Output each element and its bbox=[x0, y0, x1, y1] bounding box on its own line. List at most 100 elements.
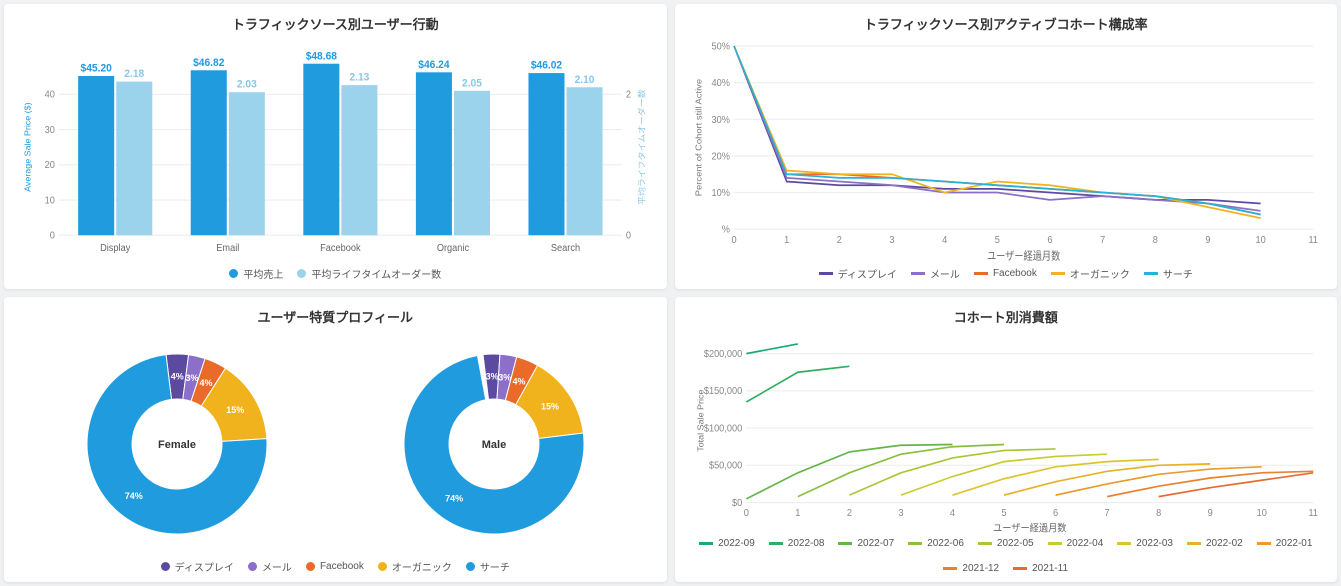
legend-item[interactable]: 平均ライフタイムオーダー数 bbox=[297, 266, 441, 281]
legend: ディスプレイメール Facebook オーガニックサーチ bbox=[689, 266, 1324, 281]
svg-text:0: 0 bbox=[743, 508, 748, 519]
svg-text:5: 5 bbox=[1001, 508, 1006, 519]
card-cohort-spend: コホート別消費額 $0$50,000$100,000$150,000$200,0… bbox=[675, 297, 1338, 582]
svg-text:74%: 74% bbox=[124, 490, 142, 500]
svg-text:9: 9 bbox=[1205, 235, 1211, 247]
svg-text:2: 2 bbox=[846, 508, 851, 519]
svg-text:$100,000: $100,000 bbox=[703, 423, 741, 434]
svg-text:7: 7 bbox=[1100, 235, 1105, 247]
svg-text:10%: 10% bbox=[711, 188, 730, 200]
legend-item[interactable]: 2021-12 bbox=[943, 563, 999, 574]
legend-item[interactable]: メール bbox=[911, 266, 960, 281]
legend-item[interactable]: 平均売上 bbox=[229, 266, 283, 281]
svg-text:Percent of Cohort still Active: Percent of Cohort still Active bbox=[693, 79, 702, 196]
svg-text:2.13: 2.13 bbox=[349, 71, 369, 84]
card-user-profile: ユーザー特質プロフィール 4%3%4%15%74%Female3%3%4%15%… bbox=[4, 297, 667, 582]
svg-text:15%: 15% bbox=[226, 404, 244, 414]
svg-text:Male: Male bbox=[482, 439, 506, 451]
svg-text:0: 0 bbox=[731, 235, 737, 247]
svg-text:$200,000: $200,000 bbox=[703, 349, 741, 360]
legend-item[interactable]: 2022-02 bbox=[1187, 538, 1243, 549]
legend-item[interactable]: オーガニック bbox=[1051, 266, 1130, 281]
svg-text:30%: 30% bbox=[711, 114, 730, 126]
svg-text:10: 10 bbox=[45, 195, 55, 206]
legend: 平均売上平均ライフタイムオーダー数 bbox=[18, 266, 653, 281]
line-chart[interactable]: $0$50,000$100,000$150,000$200,0000123456… bbox=[689, 332, 1324, 534]
svg-text:2.03: 2.03 bbox=[237, 78, 257, 91]
card-traffic-behavior: トラフィックソース別ユーザー行動 01020304002Average Sale… bbox=[4, 4, 667, 289]
legend-item[interactable]: 2021-11 bbox=[1013, 563, 1068, 574]
legend-item[interactable]: ディスプレイ bbox=[819, 266, 897, 281]
legend-item[interactable]: 2022-05 bbox=[978, 538, 1034, 549]
svg-text:ユーザー経過月数: ユーザー経過月数 bbox=[986, 249, 1059, 262]
svg-text:1: 1 bbox=[784, 235, 790, 247]
svg-text:2: 2 bbox=[626, 89, 631, 100]
legend-item[interactable]: 2022-07 bbox=[838, 538, 894, 549]
svg-text:3%: 3% bbox=[498, 372, 511, 382]
dashboard-grid: トラフィックソース別ユーザー行動 01020304002Average Sale… bbox=[4, 4, 1337, 582]
svg-text:0: 0 bbox=[50, 230, 55, 241]
svg-text:$46.02: $46.02 bbox=[531, 59, 562, 72]
svg-text:4: 4 bbox=[949, 508, 955, 519]
svg-text:11: 11 bbox=[1308, 235, 1318, 247]
svg-text:Organic: Organic bbox=[437, 243, 469, 254]
legend-item[interactable]: 2022-09 bbox=[699, 538, 755, 549]
svg-text:平均ライフタイムオーダー数: 平均ライフタイムオーダー数 bbox=[636, 89, 647, 205]
svg-text:6: 6 bbox=[1052, 508, 1057, 519]
legend-item[interactable]: 2022-03 bbox=[1117, 538, 1173, 549]
legend-item[interactable]: ディスプレイ bbox=[161, 559, 234, 574]
donut-chart[interactable]: 3%3%4%15%74%Male bbox=[389, 339, 599, 549]
svg-text:2.18: 2.18 bbox=[124, 68, 144, 81]
legend-item[interactable]: 2022-08 bbox=[769, 538, 825, 549]
card-title: ユーザー特質プロフィール bbox=[18, 307, 653, 326]
svg-text:20: 20 bbox=[45, 160, 55, 171]
legend-item[interactable]: メール bbox=[248, 559, 292, 574]
svg-text:2.05: 2.05 bbox=[462, 77, 482, 90]
svg-text:3: 3 bbox=[898, 508, 903, 519]
svg-text:7: 7 bbox=[1104, 508, 1109, 519]
legend-item[interactable]: Facebook bbox=[306, 559, 364, 574]
svg-text:5: 5 bbox=[994, 235, 1000, 247]
card-title: トラフィックソース別アクティブコホート構成率 bbox=[689, 14, 1324, 33]
legend-item[interactable]: サーチ bbox=[466, 559, 510, 574]
card-title: コホート別消費額 bbox=[689, 307, 1324, 326]
svg-text:Email: Email bbox=[216, 243, 239, 254]
svg-text:ユーザー経過月数: ユーザー経過月数 bbox=[993, 522, 1067, 534]
svg-text:1: 1 bbox=[795, 508, 800, 519]
svg-text:Average Sale Price ($): Average Sale Price ($) bbox=[23, 102, 33, 192]
svg-text:40: 40 bbox=[45, 89, 55, 100]
svg-text:3: 3 bbox=[889, 235, 895, 247]
svg-text:Search: Search bbox=[551, 243, 580, 254]
svg-text:10: 10 bbox=[1255, 235, 1266, 247]
svg-text:%: % bbox=[721, 224, 729, 236]
svg-text:Facebook: Facebook bbox=[320, 243, 361, 254]
svg-text:11: 11 bbox=[1308, 508, 1318, 519]
legend: 2022-09 2022-08 2022-07 2022-06 2022-05 2022-… bbox=[689, 538, 1324, 574]
bar-chart[interactable]: 01020304002Average Sale Price ($)平均ライフタイ… bbox=[18, 39, 653, 262]
card-title: トラフィックソース別ユーザー行動 bbox=[18, 14, 653, 33]
legend-item[interactable]: サーチ bbox=[1144, 266, 1193, 281]
legend: ディスプレイメール Facebook オーガニックサーチ bbox=[18, 559, 653, 574]
legend-item[interactable]: 2022-04 bbox=[1048, 538, 1104, 549]
svg-text:10: 10 bbox=[1256, 508, 1266, 519]
svg-text:$48.68: $48.68 bbox=[306, 50, 337, 63]
svg-text:Display: Display bbox=[100, 243, 130, 254]
svg-text:3%: 3% bbox=[485, 371, 498, 381]
svg-text:$150,000: $150,000 bbox=[703, 386, 741, 397]
legend-item[interactable]: オーガニック bbox=[378, 559, 452, 574]
svg-text:$50,000: $50,000 bbox=[708, 460, 741, 471]
line-chart[interactable]: %10%20%30%40%50%01234567891011ユーザー経過月数Pe… bbox=[689, 39, 1324, 262]
legend-item[interactable]: Facebook bbox=[974, 266, 1037, 281]
svg-text:4%: 4% bbox=[512, 376, 525, 386]
svg-text:4: 4 bbox=[942, 235, 948, 247]
legend-item[interactable]: 2022-01 bbox=[1257, 538, 1313, 549]
svg-text:40%: 40% bbox=[711, 78, 730, 90]
svg-text:8: 8 bbox=[1156, 508, 1161, 519]
svg-text:20%: 20% bbox=[711, 151, 730, 163]
svg-text:6: 6 bbox=[1047, 235, 1053, 247]
donut-chart[interactable]: 4%3%4%15%74%Female bbox=[72, 339, 282, 549]
svg-text:15%: 15% bbox=[541, 401, 559, 411]
svg-text:2.10: 2.10 bbox=[575, 73, 595, 86]
legend-item[interactable]: 2022-06 bbox=[908, 538, 964, 549]
card-cohort-active: トラフィックソース別アクティブコホート構成率 %10%20%30%40%50%0… bbox=[675, 4, 1338, 289]
